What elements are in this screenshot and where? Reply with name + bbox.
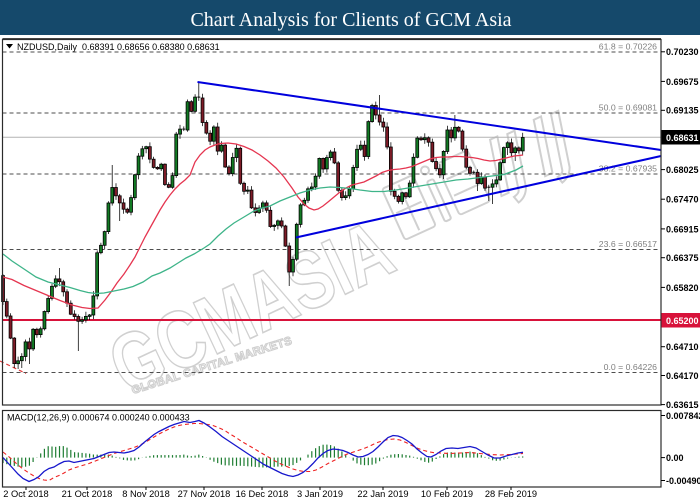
svg-text:0.007842: 0.007842 bbox=[666, 411, 700, 421]
svg-text:23.6 = 0.66517: 23.6 = 0.66517 bbox=[599, 239, 657, 249]
svg-text:0.69135: 0.69135 bbox=[666, 106, 699, 116]
svg-text:0.68631: 0.68631 bbox=[666, 133, 699, 143]
svg-text:8 Nov 2018: 8 Nov 2018 bbox=[122, 489, 170, 499]
svg-text:Chart Analysis for Clients of: Chart Analysis for Clients of GCM Asia bbox=[190, 9, 511, 31]
svg-text:0.00: 0.00 bbox=[666, 453, 684, 463]
svg-text:0.64170: 0.64170 bbox=[666, 371, 699, 381]
svg-text:0.68025: 0.68025 bbox=[666, 165, 699, 175]
svg-text:38.2 = 0.67935: 38.2 = 0.67935 bbox=[599, 164, 657, 174]
svg-text:21 Oct 2018: 21 Oct 2018 bbox=[62, 489, 113, 499]
svg-text:NZDUSD,Daily 0.68391 0.68656: NZDUSD,Daily 0.68391 0.68656 0.68380 0.6… bbox=[17, 42, 220, 52]
svg-text:61.8 = 0.70226: 61.8 = 0.70226 bbox=[599, 42, 657, 52]
svg-text:0.66375: 0.66375 bbox=[666, 253, 699, 263]
svg-text:10 Feb 2019: 10 Feb 2019 bbox=[421, 489, 473, 499]
svg-text:28 Feb 2019: 28 Feb 2019 bbox=[485, 489, 537, 499]
svg-text:MACD(12,26,9) 0.000674 0.00024: MACD(12,26,9) 0.000674 0.000240 0.000433 bbox=[7, 413, 190, 423]
svg-text:0.65820: 0.65820 bbox=[666, 283, 699, 293]
svg-text:0.0 = 0.64226: 0.0 = 0.64226 bbox=[604, 362, 658, 372]
svg-text:50.0 = 0.69081: 50.0 = 0.69081 bbox=[599, 103, 657, 113]
svg-text:3 Jan 2019: 3 Jan 2019 bbox=[297, 489, 343, 499]
svg-text:0.65200: 0.65200 bbox=[666, 316, 699, 326]
svg-text:27 Nov 2018: 27 Nov 2018 bbox=[178, 489, 231, 499]
svg-text:0.69675: 0.69675 bbox=[666, 77, 699, 87]
svg-text:0.63615: 0.63615 bbox=[666, 400, 699, 410]
svg-text:0.64710: 0.64710 bbox=[666, 342, 699, 352]
svg-text:2 Oct 2018: 2 Oct 2018 bbox=[3, 489, 48, 499]
svg-text:16 Dec 2018: 16 Dec 2018 bbox=[236, 489, 289, 499]
svg-text:0.67470: 0.67470 bbox=[666, 195, 699, 205]
svg-text:0.70230: 0.70230 bbox=[666, 47, 699, 57]
svg-text:0.66915: 0.66915 bbox=[666, 224, 699, 234]
svg-text:-0.004908: -0.004908 bbox=[666, 476, 700, 486]
svg-text:22 Jan 2019: 22 Jan 2019 bbox=[357, 489, 408, 499]
